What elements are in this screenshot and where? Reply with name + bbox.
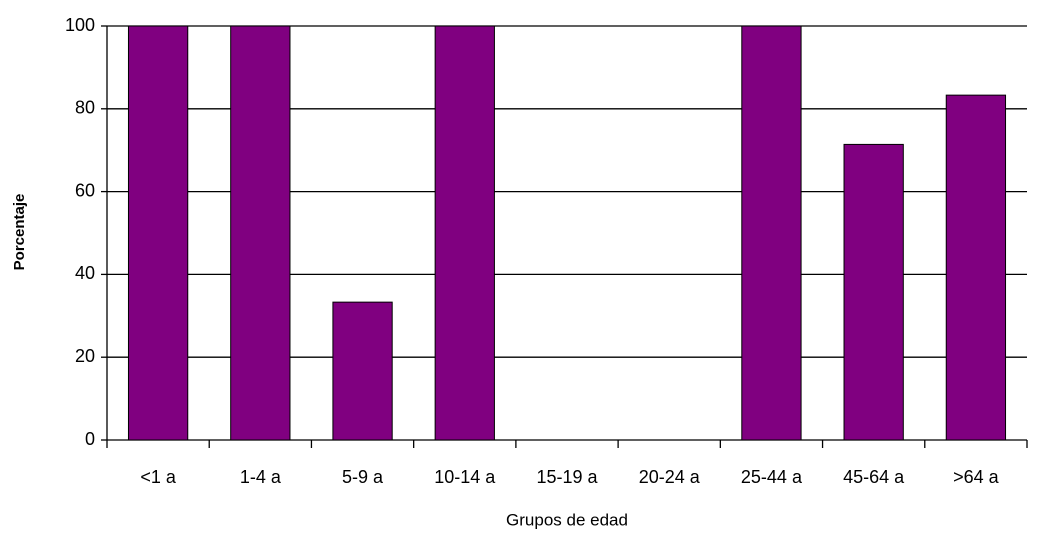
y-tick-label: 40	[75, 263, 95, 283]
y-tick-label: 0	[85, 429, 95, 449]
x-tick-label: 20-24 a	[639, 467, 701, 487]
x-tick-label: <1 a	[140, 467, 177, 487]
y-tick-label: 100	[65, 15, 95, 35]
bar	[127, 25, 189, 441]
bar	[230, 25, 291, 441]
x-tick-label: 45-64 a	[843, 467, 905, 487]
bar	[945, 94, 1007, 441]
bar	[843, 143, 904, 441]
x-tick-label: 25-44 a	[741, 467, 803, 487]
y-axis-title: Porcentaje	[11, 194, 28, 271]
y-tick-label: 20	[75, 346, 95, 366]
x-tick-label: 1-4 a	[240, 467, 282, 487]
x-tick-label: 15-19 a	[536, 467, 598, 487]
bar	[434, 25, 495, 441]
bar	[332, 301, 393, 441]
x-axis-title: Grupos de edad	[506, 510, 628, 529]
bar	[741, 25, 802, 441]
x-tick-label: 10-14 a	[434, 467, 496, 487]
y-tick-label: 60	[75, 180, 95, 200]
x-tick-label: 5-9 a	[342, 467, 384, 487]
y-tick-label: 80	[75, 98, 95, 118]
x-tick-label: >64 a	[953, 467, 1000, 487]
